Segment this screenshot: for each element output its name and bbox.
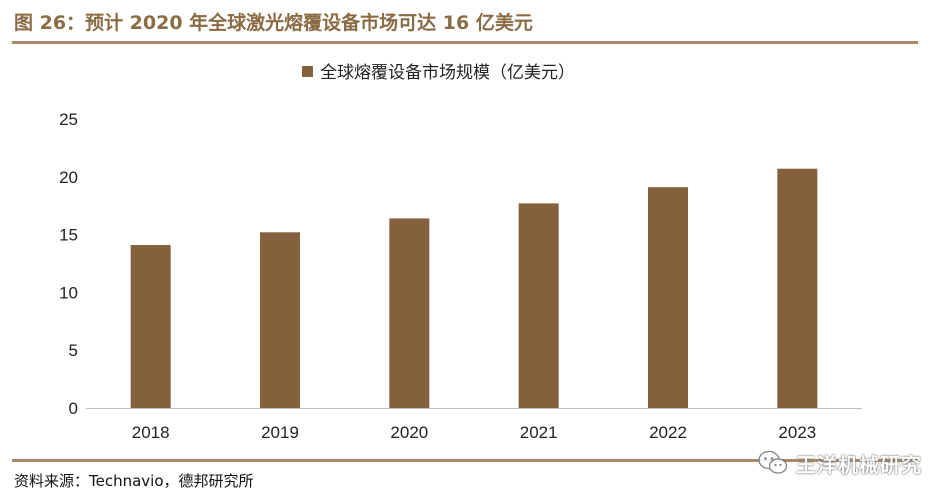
y-tick-label: 10 (59, 283, 78, 302)
bottom-divider (12, 459, 918, 462)
figure-header: 图 26：预计 2020 年全球激光熔覆设备市场可达 16 亿美元 (0, 0, 940, 46)
bar-2023 (777, 168, 818, 408)
watermark: 王洋机械研究 (758, 448, 922, 478)
bars-group (130, 168, 818, 408)
y-tick-label: 5 (69, 341, 78, 360)
legend-label: 全球熔覆设备市场规模（亿美元） (320, 63, 575, 83)
wechat-icon (758, 450, 788, 474)
legend-swatch (302, 66, 313, 77)
bar-2022 (648, 187, 688, 408)
bar-2020 (389, 218, 430, 408)
bar-2021 (518, 203, 559, 408)
x-tick-label: 2018 (132, 423, 170, 442)
watermark-text: 王洋机械研究 (796, 452, 922, 477)
y-tick-label: 15 (59, 226, 78, 245)
x-tick-label: 2023 (778, 423, 816, 442)
y-axis: 0 5 10 15 20 25 (59, 110, 78, 418)
x-tick-label: 2020 (390, 423, 428, 442)
x-tick-label: 2021 (520, 423, 558, 442)
y-tick-label: 25 (59, 110, 78, 129)
y-tick-label: 20 (59, 168, 78, 187)
figure-title: 图 26：预计 2020 年全球激光熔覆设备市场可达 16 亿美元 (14, 12, 533, 34)
chart-legend: 全球熔覆设备市场规模（亿美元） (302, 63, 575, 83)
bar-2018 (130, 245, 171, 408)
bar-2019 (260, 232, 300, 408)
x-tick-label: 2019 (261, 423, 299, 442)
source-note: 资料来源：Technavio，德邦研究所 (14, 472, 254, 490)
top-divider (12, 41, 918, 44)
x-tick-label: 2022 (649, 423, 687, 442)
x-axis: 2018 2019 2020 2021 2022 2023 (132, 423, 816, 442)
y-tick-label: 0 (69, 399, 78, 418)
